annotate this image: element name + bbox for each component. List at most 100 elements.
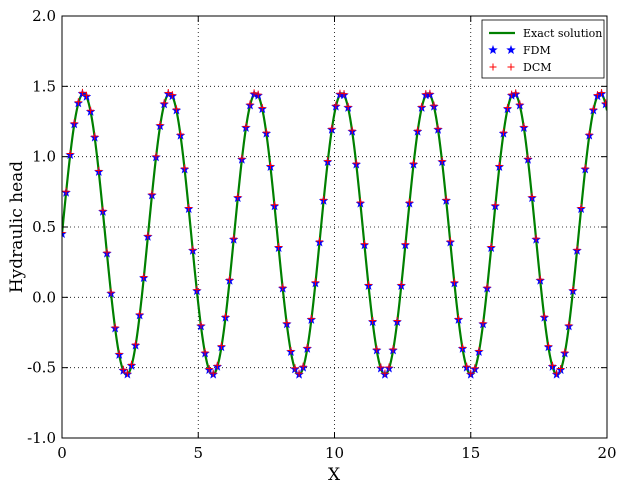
dcm-marker: [467, 369, 475, 377]
dcm-marker: [291, 364, 299, 372]
dcm-marker: [181, 164, 189, 172]
dcm-marker: [78, 88, 86, 96]
x-tick-label: 20: [597, 444, 616, 462]
dcm-marker: [549, 361, 556, 369]
dcm-marker: [148, 190, 156, 198]
dcm-marker: [516, 100, 524, 108]
dcm-marker: [275, 242, 283, 250]
legend-star-swatch: [488, 44, 498, 55]
legend-label: DCM: [523, 61, 552, 74]
legend: Exact solution FDM DCM: [481, 19, 605, 79]
dcm-marker: [258, 104, 266, 112]
dcm-marker: [307, 314, 315, 322]
y-axis-label: Hydraulic head: [7, 161, 27, 293]
legend-plus-swatch: [489, 63, 497, 71]
dcm-marker: [377, 363, 385, 371]
dcm-marker: [197, 321, 205, 329]
dcm-marker: [463, 362, 471, 370]
dcm-marker: [369, 317, 377, 325]
dcm-marker: [442, 195, 450, 203]
dcm-marker: [557, 365, 565, 373]
dcm-marker: [365, 280, 373, 288]
dcm-marker: [450, 278, 458, 286]
dcm-marker: [348, 126, 356, 134]
dcm-marker: [160, 99, 168, 107]
x-axis-label: X: [328, 465, 341, 485]
dcm-marker: [91, 132, 99, 140]
dcm-marker: [83, 91, 91, 99]
dcm-marker: [352, 159, 360, 167]
dcm-marker: [119, 365, 127, 373]
y-tick-label: 1.5: [32, 77, 56, 95]
dcm-marker: [324, 157, 332, 165]
dcm-marker: [565, 321, 573, 329]
dcm-marker: [287, 346, 295, 354]
dcm-marker: [520, 122, 528, 130]
dcm-marker: [95, 166, 103, 174]
dcm-marker: [528, 193, 536, 201]
dcm-marker: [103, 248, 111, 256]
dcm-marker: [328, 124, 336, 132]
dcm-marker: [487, 242, 495, 250]
dcm-marker: [62, 187, 70, 195]
dcm-marker: [495, 161, 503, 169]
dcm-marker: [569, 286, 577, 294]
legend-plus-swatch: [507, 63, 515, 71]
dcm-marker: [201, 348, 209, 356]
dcm-marker: [177, 130, 185, 138]
dcm-marker: [504, 104, 512, 112]
dcm-marker: [209, 369, 217, 377]
dcm-marker: [434, 124, 442, 132]
dcm-marker: [279, 283, 287, 291]
dcm-marker: [311, 278, 319, 286]
dcm-marker: [140, 273, 148, 281]
dcm-marker: [397, 280, 405, 288]
dcm-marker: [283, 319, 291, 327]
dcm-marker: [385, 363, 393, 371]
x-tick-label: 15: [461, 444, 480, 462]
dcm-marker: [87, 106, 95, 114]
dcm-marker: [193, 286, 201, 294]
dcm-marker: [499, 128, 507, 136]
y-tick-label: 0.5: [32, 218, 56, 236]
dcm-marker: [536, 275, 544, 283]
dcm-marker: [340, 90, 348, 98]
dcm-marker: [66, 150, 74, 158]
dcm-marker: [426, 89, 434, 97]
dcm-marker: [581, 164, 589, 172]
dcm-marker: [446, 237, 454, 245]
legend-box: [481, 19, 605, 79]
y-tick-label: 1.0: [32, 148, 56, 166]
dcm-marker: [74, 98, 82, 106]
dcm-marker: [99, 206, 107, 214]
dcm-marker: [242, 122, 250, 130]
axis-ticks: 0 5 10 15 20 -1.0 -0.5 0.0 0.5 1.0 1.5 2.0: [27, 7, 616, 462]
dcm-marker: [598, 89, 606, 97]
dcm-marker: [410, 159, 418, 167]
dcm-marker: [172, 105, 180, 113]
dcm-marker: [222, 312, 229, 320]
dcm-marker: [62, 229, 66, 237]
x-tick-label: 5: [193, 444, 203, 462]
dcm-marker: [438, 157, 446, 165]
dcm-marker: [344, 102, 352, 110]
dcm-marker: [234, 193, 242, 201]
y-tick-label: -1.0: [27, 429, 56, 447]
legend-label: Exact solution: [523, 27, 602, 40]
dcm-marker: [271, 201, 279, 209]
y-tick-label: 0.0: [32, 288, 56, 306]
dcm-marker: [589, 105, 597, 113]
dcm-marker: [332, 101, 340, 109]
dcm-marker: [70, 119, 78, 127]
dcm-marker: [127, 360, 135, 368]
dcm-marker: [250, 89, 258, 97]
dcm-marker: [320, 195, 328, 203]
y-tick-label: -0.5: [27, 359, 56, 377]
dcm-marker: [405, 198, 413, 206]
dcm-marker: [136, 310, 144, 318]
dcm-marker: [418, 102, 426, 110]
dcm-marker: [205, 365, 213, 373]
dcm-marker: [295, 369, 303, 377]
dcm-marker: [512, 89, 520, 97]
dcm-marker: [316, 237, 324, 245]
